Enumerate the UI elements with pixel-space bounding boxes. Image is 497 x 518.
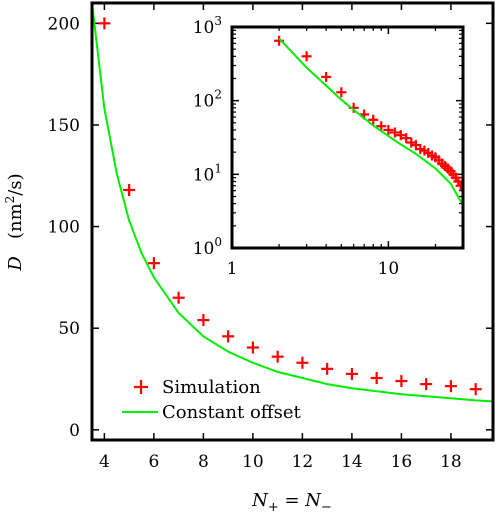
- inset-point-simulation: [321, 71, 332, 82]
- main-point-simulation: [271, 350, 284, 363]
- legend-marker-simulation: [134, 380, 148, 394]
- main-point-simulation: [197, 314, 210, 327]
- main-point-simulation: [222, 330, 235, 343]
- inset-point-simulation: [383, 124, 394, 135]
- main-point-simulation: [246, 341, 259, 354]
- main-point-simulation: [444, 380, 457, 393]
- inset-x-tick-label: 10: [378, 259, 400, 279]
- inset-background: [232, 27, 463, 248]
- inset-point-simulation: [401, 133, 412, 144]
- inset-y-tick-label: 101: [193, 161, 222, 185]
- x-tick-label: 14: [341, 452, 363, 472]
- y-tick-label: 100: [48, 218, 80, 238]
- x-tick-label: 6: [148, 452, 159, 472]
- main-series-group: [92, 3, 493, 403]
- inset-series-group: [274, 35, 463, 206]
- y-axis-label: D (nm2/s): [3, 173, 26, 271]
- x-tick-label: 16: [391, 452, 413, 472]
- inset-point-simulation: [368, 114, 379, 125]
- x-tick-label: 8: [198, 452, 209, 472]
- x-axis-label: N+ = N−: [251, 490, 332, 515]
- y-tick-label: 0: [69, 421, 80, 441]
- legend-label-simulation: Simulation: [162, 377, 261, 398]
- main-point-simulation: [395, 375, 408, 388]
- main-plot: 4 6 8 10 12 14 16 18 0 50 100 150 200: [48, 1, 495, 472]
- inset-point-simulation: [301, 51, 312, 62]
- inset-y-tick-label: 100: [193, 235, 222, 259]
- main-plot-frame: [90, 1, 495, 442]
- inset-plot: 1 10 100 101 102 103: [193, 14, 465, 279]
- x-tick-label: 4: [99, 452, 110, 472]
- main-point-simulation: [345, 367, 358, 380]
- main-point-simulation: [321, 362, 334, 375]
- inset-line-constant-offset: [278, 37, 463, 206]
- inset-point-simulation: [376, 121, 387, 132]
- inset-point-simulation: [395, 130, 406, 141]
- inset-x-tick-label: 1: [227, 259, 238, 279]
- axis-labels: N+ = N− D (nm2/s): [3, 173, 332, 515]
- main-point-simulation: [98, 17, 111, 30]
- inset-point-simulation: [336, 87, 347, 98]
- legend-label-constant-offset: Constant offset: [162, 402, 301, 423]
- main-point-simulation: [172, 291, 185, 304]
- main-point-simulation: [420, 378, 433, 391]
- inset-y-tick-label: 102: [193, 88, 222, 112]
- inset-plot-frame: [230, 25, 465, 250]
- main-point-simulation: [123, 183, 136, 196]
- y-tick-label: 50: [58, 319, 80, 339]
- y-tick-label: 200: [48, 14, 80, 34]
- y-tick-label: 150: [48, 116, 80, 136]
- inset-point-simulation: [455, 180, 463, 191]
- x-tick-label: 10: [242, 452, 264, 472]
- x-tick-label: 12: [292, 452, 314, 472]
- main-point-simulation: [296, 356, 309, 369]
- main-point-simulation: [370, 372, 383, 385]
- main-point-simulation: [469, 383, 482, 396]
- legend: Simulation Constant offset: [122, 377, 301, 423]
- inset-point-simulation: [389, 127, 400, 138]
- main-point-simulation: [147, 257, 160, 270]
- main-line-constant-offset: [92, 3, 493, 403]
- inset-y-tick-label: 103: [193, 14, 222, 38]
- x-tick-label: 18: [440, 452, 462, 472]
